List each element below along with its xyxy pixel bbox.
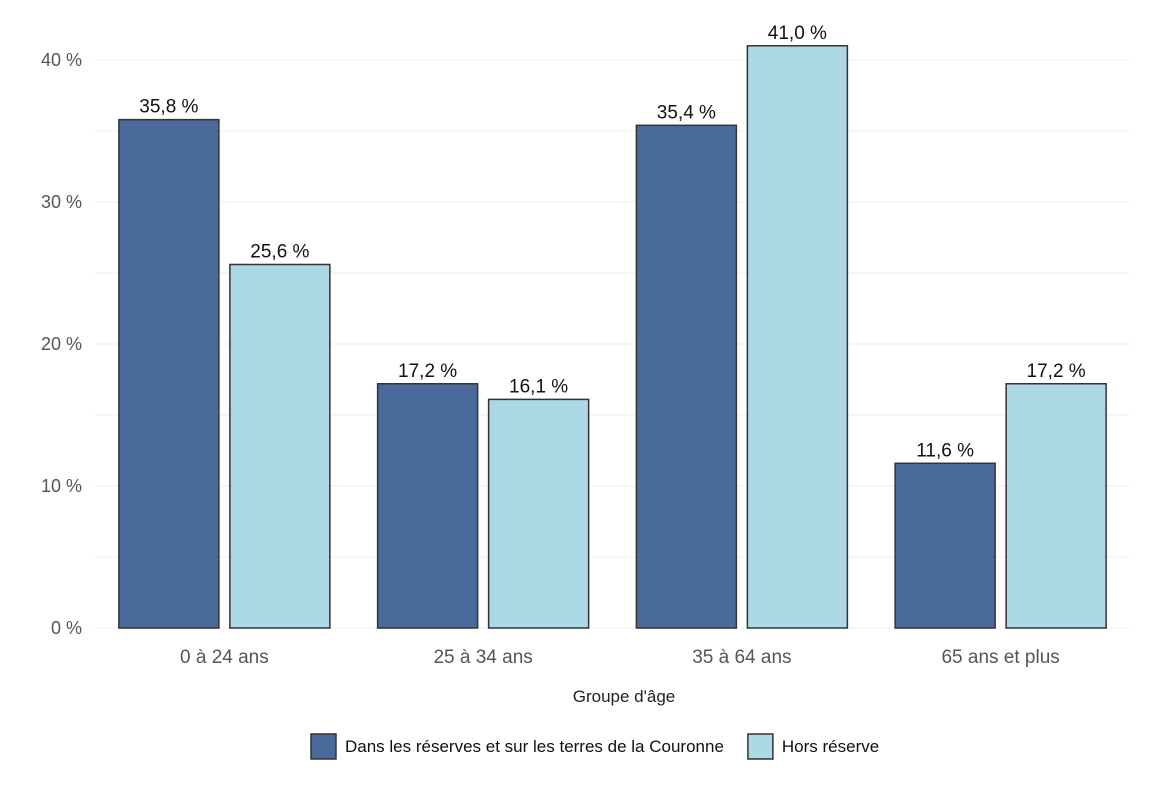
bar bbox=[487, 398, 590, 629]
y-tick-label: 40 % bbox=[41, 50, 82, 70]
legend-label: Hors réserve bbox=[782, 737, 879, 756]
x-axis-title: Groupe d'âge bbox=[573, 687, 676, 706]
data-label: 25,6 % bbox=[250, 241, 309, 262]
y-tick-label: 0 % bbox=[51, 618, 82, 638]
bar bbox=[1005, 383, 1107, 629]
bars bbox=[118, 45, 1107, 629]
data-label: 11,6 % bbox=[916, 440, 974, 461]
legend-swatch bbox=[310, 733, 337, 760]
x-axis-ticks: 0 à 24 ans 25 à 34 ans 35 à 64 ans 65 ans e… bbox=[180, 647, 1060, 668]
y-tick-label: 20 % bbox=[41, 334, 82, 354]
legend: Dans les réserves et sur les terres de l… bbox=[310, 733, 879, 760]
bar bbox=[118, 118, 220, 629]
data-label: 35,8 % bbox=[139, 97, 198, 118]
data-label: 16,1 % bbox=[509, 376, 568, 397]
y-tick-label: 10 % bbox=[41, 476, 82, 496]
legend-label: Dans les réserves et sur les terres de l… bbox=[345, 737, 724, 756]
data-label: 17,2 % bbox=[1027, 361, 1086, 382]
y-axis-ticks: 0 % 10 % 20 % 30 % 40 % bbox=[41, 50, 82, 638]
x-tick-label: 25 à 34 ans bbox=[433, 647, 532, 668]
bar bbox=[229, 263, 331, 629]
data-label: 35,4 % bbox=[657, 102, 716, 123]
y-tick-label: 30 % bbox=[41, 192, 82, 212]
data-label: 17,2 % bbox=[398, 361, 457, 382]
bar bbox=[894, 462, 996, 629]
bar bbox=[376, 383, 479, 629]
data-labels: 35,8 % 25,6 % 17,2 % 16,1 % 35,4 % 41,0 % 11,6… bbox=[139, 23, 1086, 461]
bar bbox=[635, 124, 738, 629]
data-label: 41,0 % bbox=[768, 23, 827, 44]
x-tick-label: 65 ans et plus bbox=[941, 647, 1059, 668]
bar bbox=[746, 45, 849, 629]
x-tick-label: 35 à 64 ans bbox=[692, 647, 791, 668]
legend-swatch bbox=[747, 733, 774, 760]
x-tick-label: 0 à 24 ans bbox=[180, 647, 269, 668]
